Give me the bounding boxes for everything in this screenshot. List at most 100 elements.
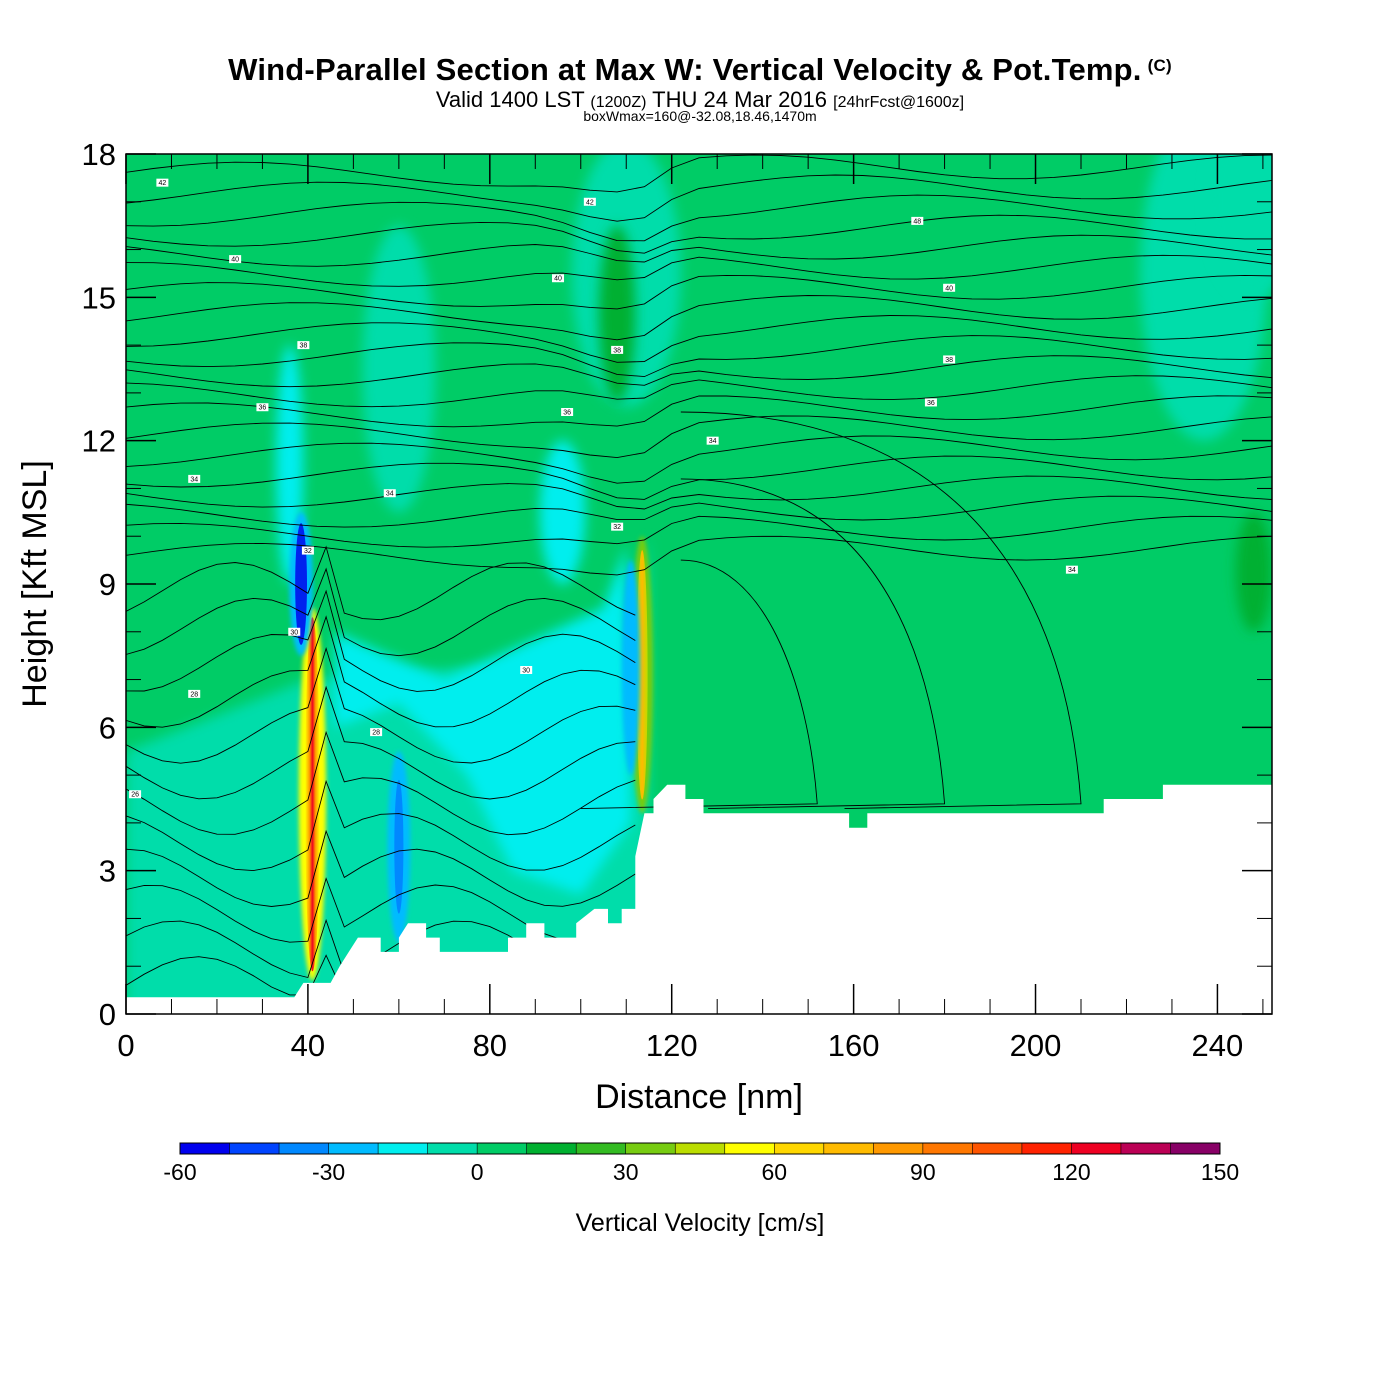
- terrain: [126, 784, 1272, 1014]
- theta-line: [126, 779, 636, 872]
- contour-label-bg: [561, 408, 574, 416]
- contour-label-bg: [943, 355, 956, 364]
- positive-w-6: [1235, 512, 1272, 632]
- colorbar-swatch: [922, 1143, 973, 1154]
- updraft-core-1: [636, 550, 648, 800]
- contour-label-bg: [520, 666, 533, 674]
- contour-label-bg: [383, 489, 396, 498]
- x-axis-title: Distance [nm]: [595, 1078, 803, 1116]
- theta-line: [126, 174, 1272, 222]
- contour-label-bg: [370, 728, 383, 737]
- colorbar-swatch: [675, 1143, 726, 1154]
- theta-line: [126, 829, 636, 907]
- terrain-mask: [126, 784, 1272, 1014]
- y-tick-label: 18: [82, 137, 116, 172]
- theta-line: [126, 355, 1272, 388]
- theta-line: [126, 730, 636, 836]
- field-upper-weak-c: [1208, 154, 1272, 298]
- theta-line: [126, 589, 636, 692]
- contour-label: 26: [131, 792, 139, 799]
- contour-label: 36: [259, 405, 267, 412]
- theta-line: [126, 545, 636, 621]
- theta-line: [126, 335, 1272, 378]
- contour-label: 36: [927, 400, 935, 407]
- x-tick-label: 120: [646, 1028, 698, 1063]
- contour-label: 48: [913, 218, 921, 225]
- colorbar-swatch: [378, 1143, 429, 1154]
- contour-label-bg: [288, 627, 301, 636]
- field-upper-sink-b: [539, 440, 586, 584]
- valid-time: Valid 1400 LST: [435, 87, 585, 112]
- colorbar-tick-label: 150: [1201, 1159, 1239, 1185]
- contour-label-bg: [188, 689, 201, 698]
- contour-label: 28: [372, 730, 380, 737]
- theta-line: [126, 615, 636, 728]
- downdraft-4: [621, 560, 640, 776]
- contour-label: 40: [945, 285, 953, 292]
- contour-label: 34: [1068, 567, 1076, 574]
- contour-label-bg: [911, 216, 924, 225]
- theta-line: [126, 295, 1272, 341]
- colorbar-swatch: [279, 1143, 330, 1154]
- theta-line: [126, 877, 636, 943]
- colorbar-swatch: [477, 1143, 528, 1154]
- theta-line: [126, 646, 636, 764]
- contour-label: 34: [709, 438, 717, 445]
- contour-label-bg: [552, 274, 565, 283]
- contour-label: 42: [586, 199, 594, 206]
- contour-label: 36: [563, 410, 571, 417]
- contour-label: 38: [299, 343, 307, 350]
- contour-label: 34: [386, 491, 394, 498]
- colorbar-tick-label: 90: [910, 1159, 936, 1185]
- theta-line: [126, 375, 1272, 408]
- y-tick-label: 3: [99, 854, 116, 889]
- positive-w-5: [598, 225, 636, 403]
- colorbar-swatch: [427, 1143, 478, 1154]
- colorbar-swatch: [229, 1143, 280, 1154]
- contour-label-bg: [924, 398, 937, 407]
- theta-line: [126, 685, 636, 800]
- contour-label-bg: [706, 436, 719, 445]
- contour-label-bg: [229, 255, 242, 264]
- theta-line: [126, 154, 1272, 193]
- colorbar-title: Vertical Velocity [cm/s]: [576, 1209, 825, 1237]
- contour-label: 28: [190, 691, 198, 698]
- colorbar-swatch: [823, 1143, 874, 1154]
- colorbar-tick-label: 30: [613, 1159, 639, 1185]
- colorbar-swatch: [576, 1143, 627, 1154]
- theta-line: [126, 435, 1272, 484]
- contour-label-bg: [188, 474, 201, 483]
- theta-line: [680, 478, 946, 810]
- contour-label: 32: [613, 524, 621, 531]
- x-tick-label: 200: [1010, 1028, 1062, 1063]
- theta-line: [126, 415, 1272, 459]
- theta-line: [126, 535, 1272, 576]
- colorbar-swatch: [625, 1143, 676, 1154]
- field-midlevel-sink: [335, 545, 631, 895]
- contour-label: 40: [554, 276, 562, 283]
- y-tick-label: 15: [82, 280, 116, 315]
- colorbar-swatch: [1120, 1143, 1171, 1154]
- theta-line: [126, 395, 1272, 428]
- contour-label-bg: [256, 403, 269, 412]
- colorbar-swatch: [873, 1143, 924, 1154]
- chart-title: Wind-Parallel Section at Max W: Vertical…: [228, 52, 1172, 87]
- y-tick-label: 0: [99, 997, 116, 1032]
- x-tick-label: 40: [291, 1028, 325, 1063]
- colorbar-swatch: [1021, 1143, 1072, 1154]
- y-tick-label: 9: [99, 567, 116, 602]
- contour-label: 34: [190, 476, 198, 483]
- field-lowlevel-weak: [126, 536, 649, 1014]
- x-tick-label: 240: [1192, 1028, 1244, 1063]
- contour-label-bg: [583, 197, 596, 206]
- contour-label-bg: [297, 341, 310, 350]
- valid-date: THU 24 Mar 2016: [652, 87, 828, 112]
- colorbar-swatch: [1170, 1143, 1221, 1154]
- theta-line: [126, 515, 1272, 548]
- contour-label-bg: [1065, 565, 1078, 574]
- colorbar-tick-label: -60: [163, 1159, 196, 1185]
- theta-line: [126, 475, 1272, 510]
- theta-line: [680, 411, 1082, 810]
- x-tick-label: 0: [117, 1028, 134, 1063]
